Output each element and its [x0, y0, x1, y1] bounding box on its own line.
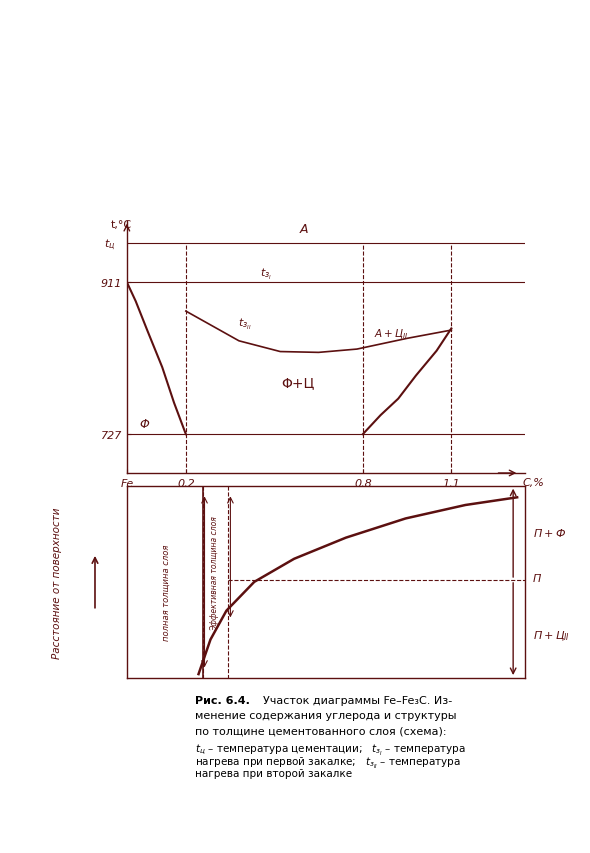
- Text: $A+Ц_{II}$: $A+Ц_{II}$: [373, 328, 408, 341]
- Text: нагрева при второй закалке: нагрева при второй закалке: [195, 769, 352, 779]
- Text: Участок диаграммы Fe–Fe₃C. Из-: Участок диаграммы Fe–Fe₃C. Из-: [263, 695, 452, 705]
- Text: Эффективная толщина слоя: Эффективная толщина слоя: [210, 515, 219, 630]
- Text: C,%: C,%: [522, 478, 544, 488]
- Text: t,°C: t,°C: [111, 220, 132, 230]
- Text: $П+Ц_{II}$: $П+Ц_{II}$: [533, 630, 570, 642]
- Text: $t_ц$ – температура цементации;   $t_{з_I}$ – температура: $t_ц$ – температура цементации; $t_{з_I}…: [195, 741, 466, 756]
- Text: нагрева при первой закалке;   $t_{з_{II}}$ – температура: нагрева при первой закалке; $t_{з_{II}}$…: [195, 755, 461, 770]
- Text: Φ: Φ: [140, 417, 149, 430]
- Text: менение содержания углерода и структуры: менение содержания углерода и структуры: [195, 711, 456, 721]
- Text: Расстояние от поверхности: Расстояние от поверхности: [52, 507, 62, 658]
- Text: по толщине цементованного слоя (схема):: по толщине цементованного слоя (схема):: [195, 726, 446, 736]
- Text: A: A: [300, 223, 308, 235]
- Text: $П+Ф$: $П+Ф$: [533, 526, 566, 538]
- Text: $t_{з_{II}}$: $t_{з_{II}}$: [238, 316, 251, 332]
- Text: Φ+Ц: Φ+Ц: [281, 376, 314, 390]
- Text: полная толщина слоя: полная толщина слоя: [162, 543, 171, 640]
- Text: П: П: [533, 573, 542, 583]
- Text: $t_ц$: $t_ц$: [103, 236, 115, 252]
- Text: $t_{з_I}$: $t_{з_I}$: [260, 267, 271, 282]
- Text: Рис. 6.4.: Рис. 6.4.: [195, 695, 250, 705]
